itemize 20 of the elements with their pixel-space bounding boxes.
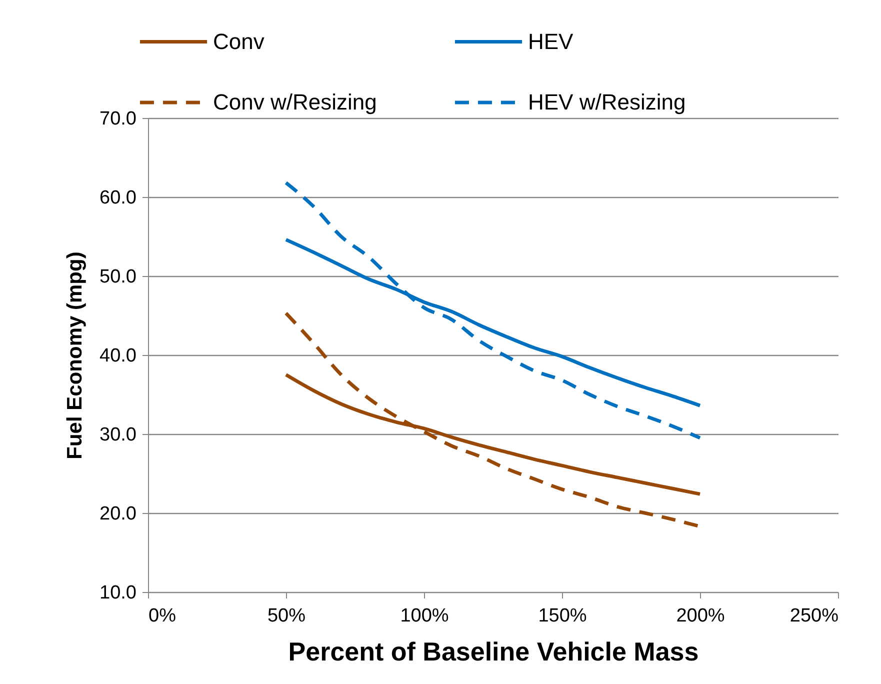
y-axis-title: Fuel Economy (mpg) [64,252,87,460]
x-tick-label: 150% [538,606,587,626]
y-tick-label: 20.0 [100,504,136,524]
legend-label: HEV [528,28,574,54]
x-tick-label: 250% [790,606,839,626]
y-tick-label: 50.0 [100,266,136,288]
legend-label: Conv w/Resizing [213,90,377,114]
legend-label: Conv [213,28,264,54]
y-tick-label: 10.0 [100,582,136,604]
y-tick-label: 70.0 [100,108,136,130]
x-tick-label: 200% [676,606,725,626]
x-axis-title: Percent of Baseline Vehicle Mass [288,636,699,666]
x-tick-label: 100% [400,606,449,626]
y-tick-label: 40.0 [100,346,136,366]
y-tick-label: 60.0 [100,188,136,208]
x-tick-label: 50% [267,606,306,626]
line-series [284,181,702,440]
y-tick-label: 30.0 [100,424,136,446]
legend-label: HEV w/Resizing [528,90,686,114]
x-tick-label: 0% [148,606,176,626]
